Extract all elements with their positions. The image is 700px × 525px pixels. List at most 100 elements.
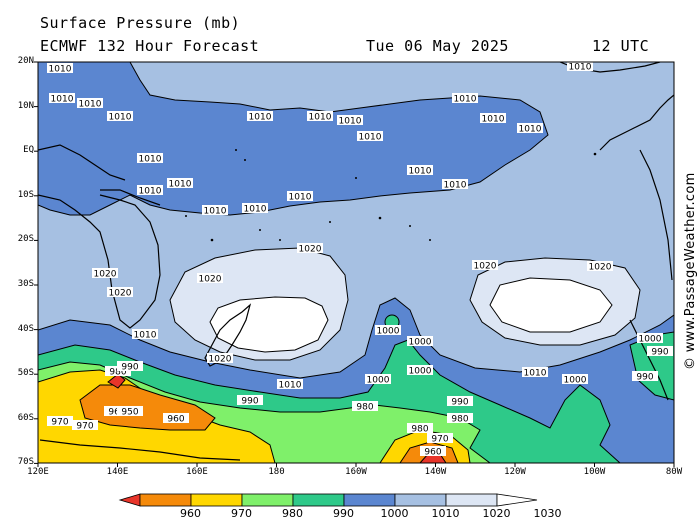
svg-text:960: 960 [424, 448, 441, 458]
svg-text:1010: 1010 [51, 95, 74, 105]
isobar-label: 1010 [442, 179, 468, 191]
isobar-label: 980 [447, 413, 473, 425]
isobar-label: 1020 [297, 243, 323, 255]
svg-text:1020: 1020 [94, 270, 117, 280]
svg-text:1020: 1020 [209, 355, 232, 365]
isobar-label: 1010 [567, 62, 593, 73]
svg-text:990: 990 [651, 348, 668, 358]
legend-swatch [292, 493, 345, 507]
isobar-label: 1020 [197, 273, 223, 285]
isobar-label: 1010 [132, 329, 158, 341]
isobar-label: 1000 [637, 333, 663, 345]
legend-swatch [190, 493, 243, 507]
svg-text:1020: 1020 [109, 289, 132, 299]
lat-label: 40S [17, 323, 34, 334]
lon-label: 140W [424, 467, 447, 477]
svg-text:1020: 1020 [199, 275, 222, 285]
svg-text:1000: 1000 [367, 376, 390, 386]
isobar-label: 970 [427, 433, 453, 445]
lat-label: 20S [17, 234, 34, 245]
svg-text:1010: 1010 [244, 205, 267, 215]
lon-label: 120W [504, 467, 526, 477]
lat-label: 10N [17, 100, 34, 111]
lon-label: 120E [27, 467, 49, 477]
isobar-label: 1010 [480, 113, 506, 125]
svg-text:990: 990 [241, 397, 258, 407]
legend-value: 1000 [380, 507, 409, 520]
lon-label: 160E [186, 467, 208, 477]
svg-text:1000: 1000 [377, 327, 400, 337]
isobar-label: 970 [47, 416, 73, 428]
svg-text:950: 950 [121, 408, 138, 418]
isobar-label: 1010 [357, 131, 383, 143]
isobar-label: 1010 [137, 185, 163, 197]
high-cell-east-core [489, 277, 613, 333]
legend-arrow-left [118, 493, 141, 507]
svg-text:1010: 1010 [109, 113, 132, 123]
low-core-west [107, 373, 126, 389]
svg-text:980: 980 [451, 415, 468, 425]
isobar-label: 1010 [167, 178, 193, 190]
isobar-label: 1010 [137, 153, 163, 165]
isobar-label: 1020 [207, 353, 233, 365]
svg-text:1000: 1000 [639, 335, 662, 345]
legend-value: 960 [180, 507, 201, 520]
isobar-label: 1010 [517, 123, 543, 135]
lat-label: 60S [17, 412, 34, 423]
legend-value: 1020 [482, 507, 511, 520]
isobar-label: 990 [117, 361, 143, 373]
isobar-label: 1010 [107, 111, 133, 123]
map-title: Surface Pressure (mb) [40, 14, 241, 32]
svg-text:1010: 1010 [169, 180, 192, 190]
isobar-label: 1020 [107, 287, 133, 299]
svg-text:1010: 1010 [139, 155, 162, 165]
svg-text:990: 990 [636, 373, 653, 383]
svg-text:1020: 1020 [589, 263, 612, 273]
lat-label: 20N [17, 56, 34, 66]
isobar-labels: 1010 1010 1010 1010 1010 1010 1010 1010 1010 1010… [47, 62, 673, 458]
svg-text:1010: 1010 [519, 125, 542, 135]
lat-label: 50S [17, 368, 34, 379]
isobar-label: 1020 [92, 268, 118, 280]
svg-text:970: 970 [431, 435, 448, 445]
svg-text:1010: 1010 [454, 95, 477, 105]
lat-label: EQ [23, 145, 34, 156]
isobar-label: 1010 [242, 203, 268, 215]
svg-text:1010: 1010 [482, 115, 505, 125]
legend-color-bar [118, 493, 538, 507]
isobar-label: 1000 [407, 365, 433, 377]
legend-value: 980 [282, 507, 303, 520]
svg-text:1010: 1010 [249, 113, 272, 123]
coastlines [38, 62, 674, 461]
watermark-text: © www.PassageWeather.com [683, 172, 698, 370]
svg-text:1010: 1010 [204, 207, 227, 217]
isobar-label: 1010 [522, 367, 548, 379]
legend-swatch [394, 493, 447, 507]
isobar-label: 1000 [365, 374, 391, 386]
svg-text:1000: 1000 [409, 367, 432, 377]
svg-text:1010: 1010 [49, 65, 72, 75]
isobar-label: 970 [72, 420, 98, 432]
lat-label: 30S [17, 279, 34, 289]
isobar-label: 1020 [587, 261, 613, 273]
isobar-label: 1010 [407, 165, 433, 177]
lat-label: 70S [17, 457, 34, 468]
lon-label: 80W [665, 467, 683, 477]
svg-text:1010: 1010 [134, 331, 157, 341]
lon-label: 140E [106, 467, 129, 477]
legend-value: 1030 [533, 507, 562, 520]
lon-label: 160W [345, 467, 367, 477]
svg-text:990: 990 [451, 398, 468, 408]
isobar-label: 1010 [307, 111, 333, 123]
svg-text:980: 980 [411, 425, 428, 435]
isobar-label: 1010 [77, 98, 103, 110]
band-tropical-1010 [38, 62, 549, 216]
isobar-label: 1000 [407, 336, 433, 348]
legend-swatch [241, 493, 294, 507]
forecast-date: Tue 06 May 2025 [366, 37, 509, 55]
svg-text:1000: 1000 [564, 376, 587, 386]
svg-text:1010: 1010 [524, 369, 547, 379]
svg-text:1020: 1020 [474, 262, 497, 272]
isobar-label: 990 [647, 346, 673, 358]
